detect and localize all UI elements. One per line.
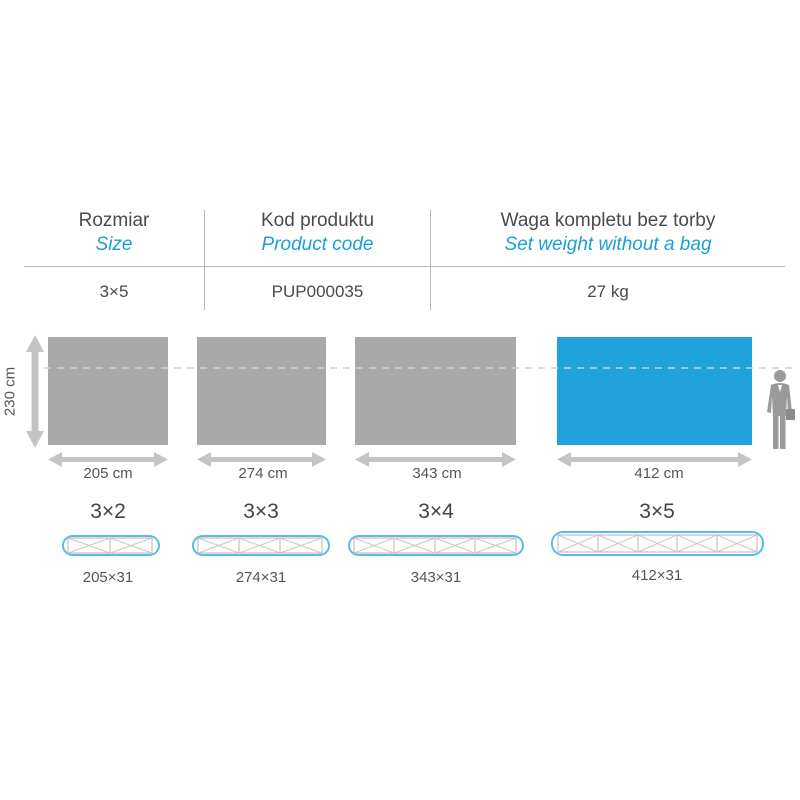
table-header-divider bbox=[24, 266, 785, 267]
person-silhouette-icon bbox=[767, 370, 795, 449]
frame-spec-3x4: 343×31 bbox=[410, 569, 462, 586]
column-header-weight: Waga kompletu bez torby bbox=[500, 210, 716, 231]
wall-panel-3x2 bbox=[48, 337, 168, 445]
height-arrowhead-top bbox=[26, 335, 44, 352]
table-cell-size: 3×5 bbox=[99, 282, 129, 301]
width-dimension-arrow bbox=[557, 452, 752, 467]
frame-spec-3x2: 205×31 bbox=[82, 569, 134, 586]
model-label-3x3: 3×3 bbox=[243, 500, 279, 523]
wall-panel-3x3 bbox=[197, 337, 326, 445]
width-dimension-arrow bbox=[355, 452, 516, 467]
model-label-3x5: 3×5 bbox=[639, 500, 675, 523]
model-label-3x2: 3×2 bbox=[90, 500, 126, 523]
wall-panel-3x4 bbox=[355, 337, 516, 445]
width-label-3x5: 412 cm bbox=[619, 465, 699, 482]
frame-topview-3x3 bbox=[192, 535, 330, 556]
height-arrowhead-bottom bbox=[26, 431, 44, 448]
table-column-divider bbox=[430, 210, 431, 310]
table-cell-weight: 27 kg bbox=[587, 282, 629, 301]
column-subheader-weight: Set weight without a bag bbox=[504, 234, 712, 255]
frame-spec-3x5: 412×31 bbox=[631, 567, 683, 584]
column-header-product-code: Kod produktu bbox=[260, 210, 375, 231]
table-column-divider bbox=[204, 210, 205, 310]
frame-topview-3x5 bbox=[551, 531, 764, 556]
frame-topview-3x2 bbox=[62, 535, 160, 556]
column-subheader-product-code: Product code bbox=[261, 234, 374, 255]
width-dimension-arrow bbox=[48, 452, 168, 467]
height-label: 230 cm bbox=[1, 366, 19, 417]
width-dimension-arrow bbox=[197, 452, 326, 467]
width-label-3x2: 205 cm bbox=[68, 465, 148, 482]
width-label-3x3: 274 cm bbox=[223, 465, 303, 482]
wall-panel-3x5 bbox=[557, 337, 752, 445]
table-cell-product-code: PUP000035 bbox=[271, 282, 364, 301]
frame-spec-3x3: 274×31 bbox=[235, 569, 287, 586]
column-header-size: Rozmiar bbox=[78, 210, 150, 231]
width-label-3x4: 343 cm bbox=[397, 465, 477, 482]
model-label-3x4: 3×4 bbox=[418, 500, 454, 523]
column-subheader-size: Size bbox=[95, 234, 133, 255]
frame-topview-3x4 bbox=[348, 535, 524, 556]
